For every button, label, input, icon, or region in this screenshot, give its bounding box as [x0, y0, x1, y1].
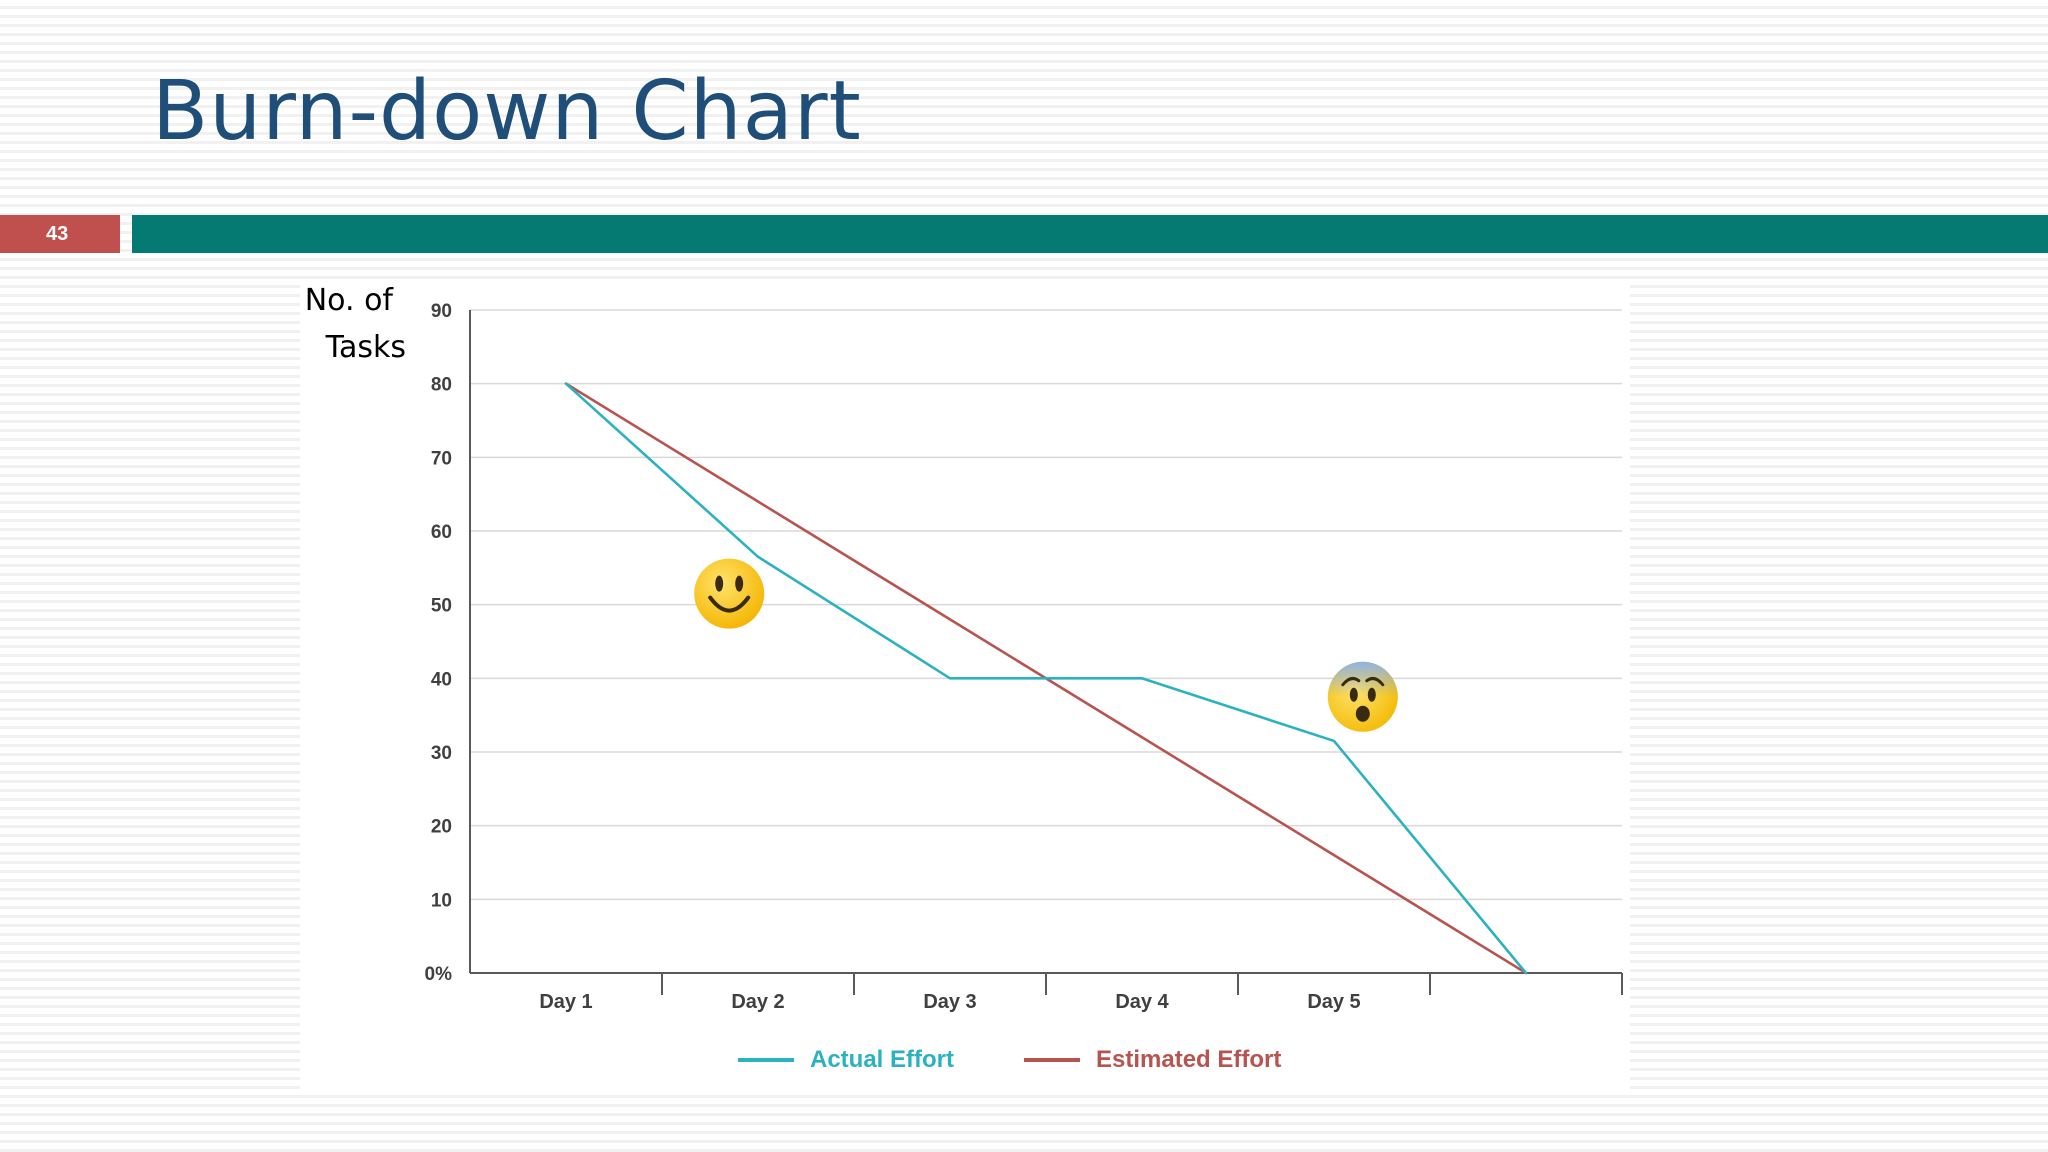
series-lines: [564, 382, 1528, 975]
y-tick-label: 90: [431, 301, 452, 322]
anxious-face-icon: [1327, 661, 1398, 732]
legend: Actual Effort Estimated Effort: [738, 1046, 1281, 1073]
face-shade: [1327, 661, 1398, 697]
legend-label: Estimated Effort: [1096, 1046, 1281, 1073]
y-tick-label: 30: [431, 743, 452, 764]
eye: [1349, 687, 1358, 702]
eyebrow: [1341, 677, 1361, 687]
mouth: [708, 595, 751, 613]
title-underline-bar: [132, 215, 2048, 253]
x-tick-label: Day 2: [731, 991, 784, 1013]
x-tick-label: Day 5: [1307, 991, 1360, 1013]
chart-panel: Actual Effort Estimated Effort 0% 10 20 30 40…: [300, 280, 1630, 1090]
axes: [469, 310, 1623, 995]
axis-labels: 0% 10 20 30 40 50 60 70 80 90 Day 1 Day 2 Day 3 Day 4…: [305, 283, 1361, 1013]
burndown-chart: Actual Effort Estimated Effort 0% 10 20 30 40…: [305, 283, 1623, 1073]
series-line-actual-effort: [564, 382, 1528, 975]
mouth: [1355, 705, 1370, 722]
y-axis-title-line1: No. of: [305, 283, 395, 318]
y-tick-label: 20: [431, 817, 452, 838]
y-tick-label: 80: [431, 375, 452, 396]
eye: [715, 575, 724, 592]
eye: [735, 575, 744, 592]
y-tick-label: 60: [431, 522, 452, 543]
smiling-face-icon: [694, 558, 765, 629]
slide-title: Burn-down Chart: [152, 64, 862, 159]
y-tick-label: 50: [431, 596, 452, 617]
y-tick-label: 0%: [425, 964, 453, 985]
annotations: [694, 558, 1398, 732]
face-circle: [694, 558, 765, 629]
y-tick-label: 70: [431, 448, 452, 469]
x-tick-label: Day 4: [1115, 991, 1169, 1013]
gridlines: [470, 309, 1622, 901]
y-axis-title-line2: Tasks: [325, 330, 406, 365]
eyebrow: [1365, 677, 1385, 687]
y-tick-label: 10: [431, 890, 452, 911]
legend-label: Actual Effort: [810, 1046, 954, 1073]
x-tick-label: Day 1: [539, 991, 592, 1013]
x-tick-label: Day 3: [923, 991, 976, 1013]
page-number-badge: 43: [0, 215, 120, 253]
eye: [1367, 687, 1376, 702]
y-tick-label: 40: [431, 669, 452, 690]
